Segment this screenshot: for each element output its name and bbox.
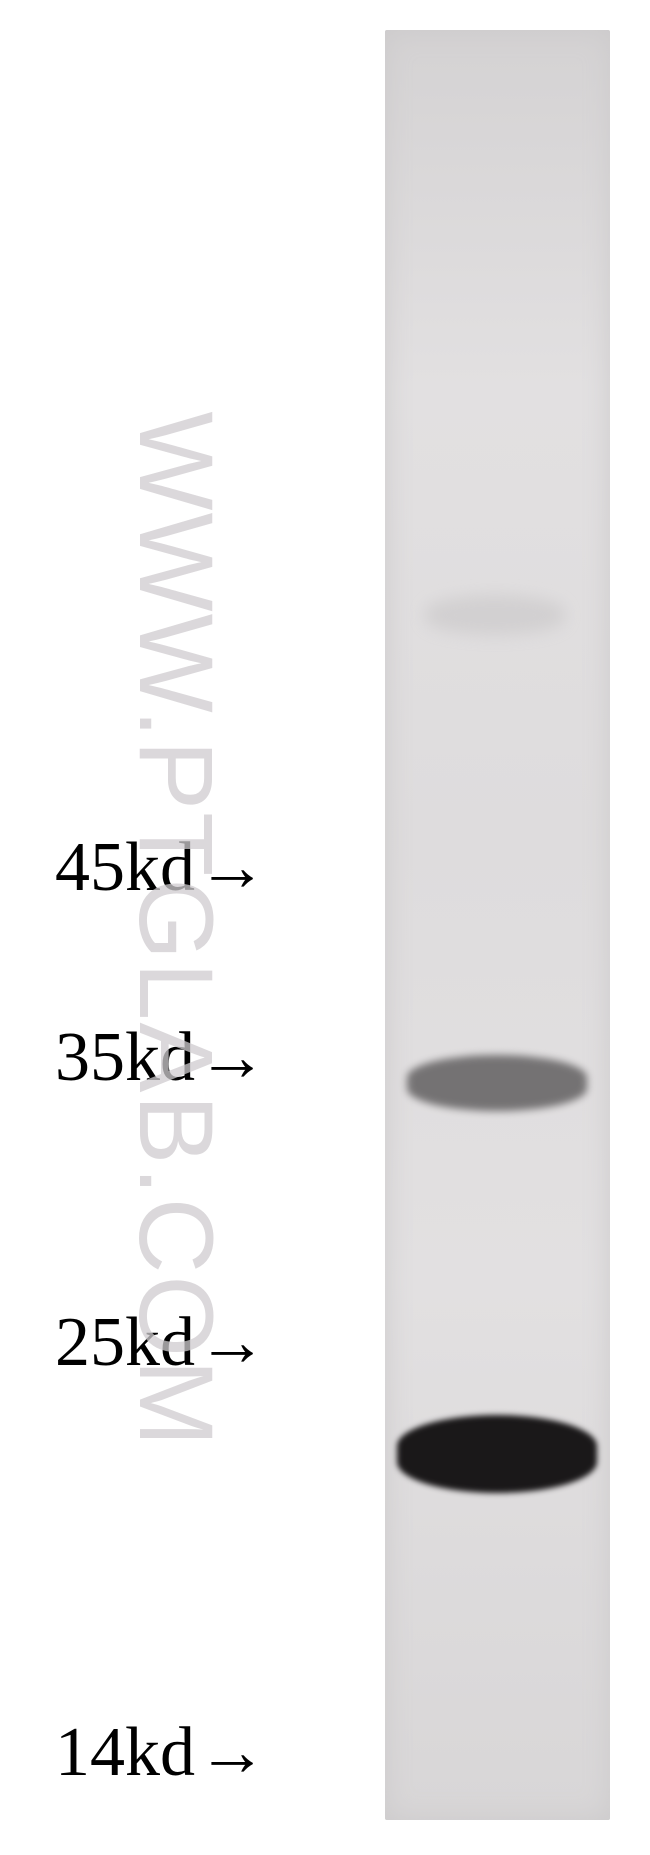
- western-blot-figure: 45kd→35kd→25kd→14kd→ WWW.PTGLAB.COM: [0, 0, 650, 1855]
- arrow-icon: →: [197, 1713, 267, 1793]
- marker-35kd: 35kd→: [55, 1018, 267, 1098]
- marker-45kd: 45kd→: [55, 828, 267, 908]
- marker-text: 35kd: [55, 1018, 195, 1098]
- arrow-icon: →: [197, 828, 267, 908]
- band-1: [407, 1055, 587, 1111]
- arrow-icon: →: [197, 1303, 267, 1383]
- watermark-label: WWW.PTGLAB.COM: [117, 411, 234, 1448]
- marker-14kd: 14kd→: [55, 1713, 267, 1793]
- band-0: [425, 595, 565, 635]
- marker-text: 45kd: [55, 828, 195, 908]
- marker-25kd: 25kd→: [55, 1303, 267, 1383]
- band-2: [397, 1415, 597, 1493]
- blot-lane: [385, 30, 610, 1820]
- watermark-text: WWW.PTGLAB.COM: [115, 411, 235, 1448]
- marker-text: 25kd: [55, 1303, 195, 1383]
- arrow-icon: →: [197, 1018, 267, 1098]
- marker-text: 14kd: [55, 1713, 195, 1793]
